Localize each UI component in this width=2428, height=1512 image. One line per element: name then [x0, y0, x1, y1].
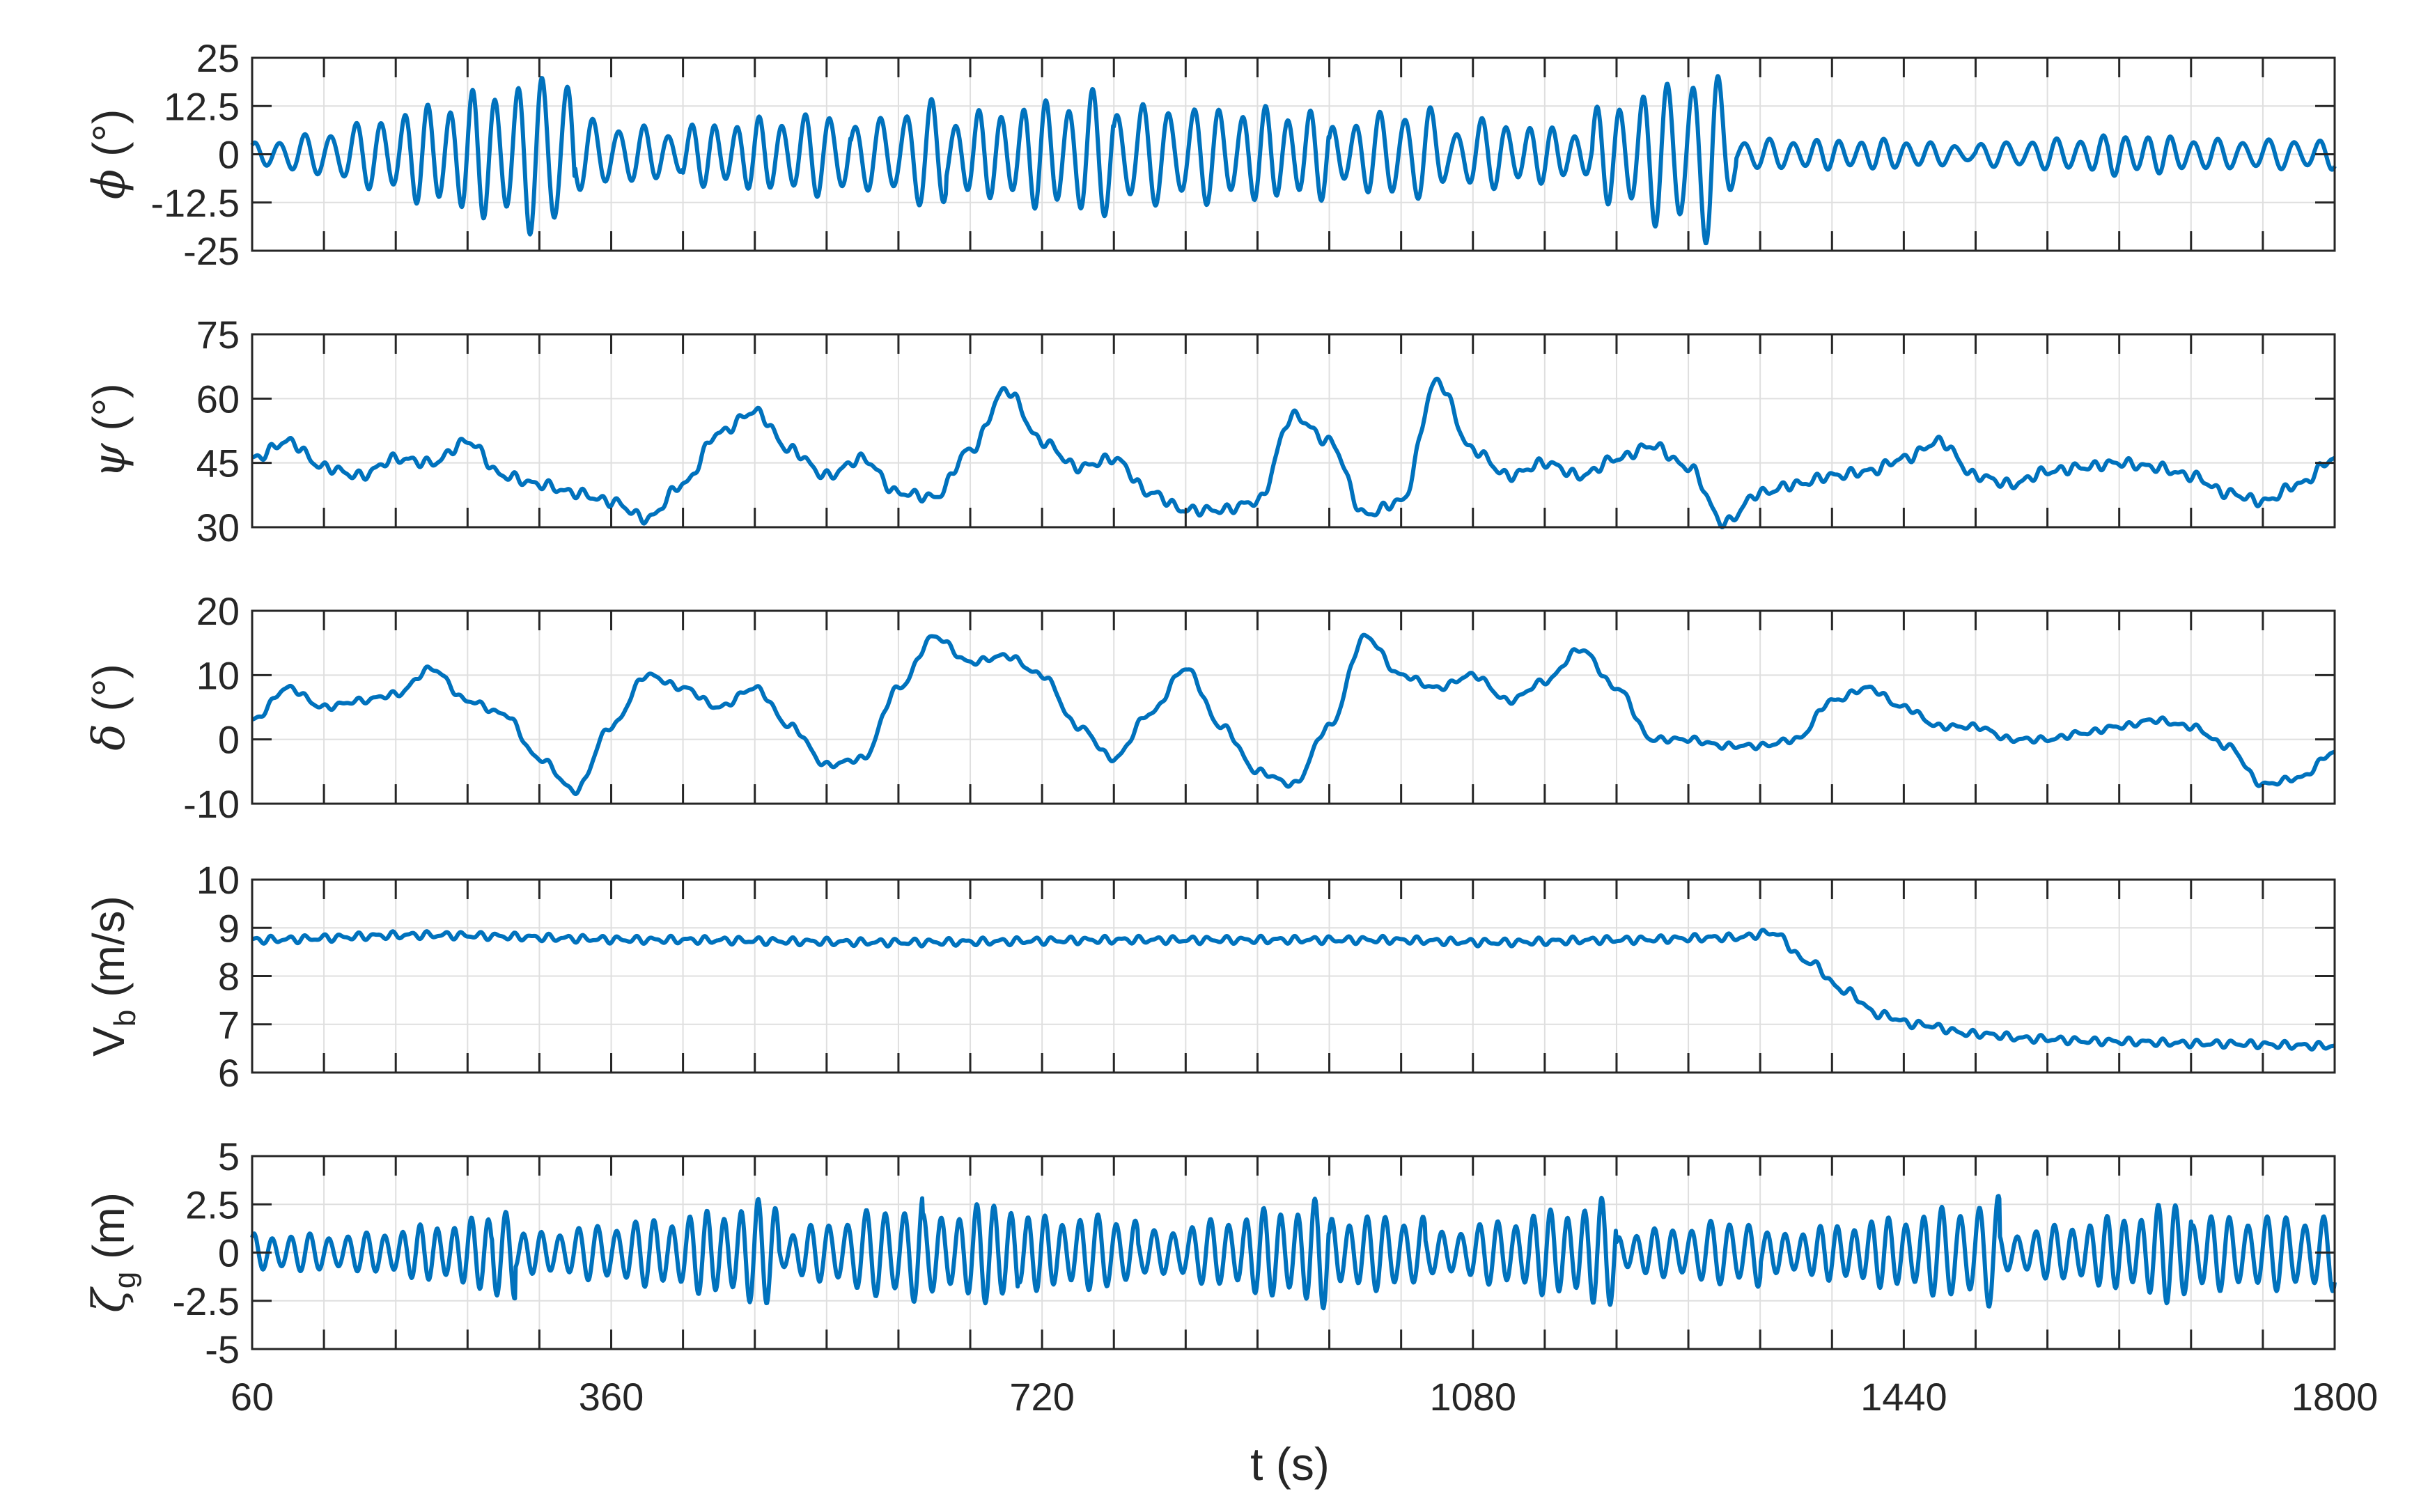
y-tick-label: 10: [196, 653, 240, 697]
series-line-delta: [251, 632, 2336, 796]
series-line-vb: [251, 928, 2336, 1052]
y-tick-label: 75: [196, 313, 240, 357]
panel-phi: -25-12.50 12.525 ϕ (°): [84, 36, 2337, 273]
y-tick-label: 20: [196, 589, 240, 633]
y-tick-label: 8: [218, 955, 240, 999]
y-label-unit: (m): [84, 1192, 134, 1272]
panel-delta: -10 0 10 20 δ (°): [84, 589, 2336, 826]
y-label-symbol: V: [84, 1027, 134, 1057]
y-tick-label: 30: [196, 506, 240, 550]
y-axis-label-psi: ψ (°): [84, 383, 135, 478]
x-ticks-zeta: [251, 1156, 2336, 1349]
y-label-symbol: ψ: [84, 443, 135, 478]
y-label-unit: (°): [84, 383, 134, 443]
plot-area-psi: [252, 334, 2335, 527]
y-axis-label-zeta: ζg (m): [84, 1192, 142, 1313]
y-tick-label: -2.5: [173, 1279, 240, 1323]
y-tick-label: 60: [196, 377, 240, 421]
x-tick-label: 1080: [1429, 1375, 1516, 1419]
x-tick-label: 360: [579, 1375, 644, 1419]
panel-vb: 678 910 Vb (m/s): [84, 858, 2336, 1095]
y-tick-label: 6: [218, 1051, 240, 1095]
y-tick-label: 10: [196, 858, 240, 902]
y-label-unit: (m/s): [84, 896, 134, 1010]
y-label-unit: (°): [84, 109, 134, 169]
x-tick-label: 720: [1009, 1375, 1074, 1419]
y-tick-label: 5: [218, 1135, 240, 1178]
x-ticks-phi: [251, 58, 2336, 251]
series-line-psi: [251, 376, 2336, 529]
x-ticks-vb: [251, 880, 2336, 1073]
y-label-symbol: ζ: [84, 1286, 135, 1313]
x-tick-label: 1440: [1860, 1375, 1947, 1419]
grid-vb: [252, 880, 2335, 1073]
x-ticks-psi: [251, 334, 2336, 527]
axes-frame-psi: [251, 333, 2336, 529]
y-tick-label: 12.5: [164, 84, 240, 128]
y-label-symbol: ϕ: [84, 169, 135, 200]
y-tick-label: -25: [183, 229, 240, 273]
x-tick-label: 60: [231, 1375, 274, 1419]
y-tick-label: 9: [218, 906, 240, 950]
grid-psi: [252, 334, 2335, 527]
x-axis-label: t (s): [1250, 1438, 1330, 1490]
y-tick-label: 7: [218, 1003, 240, 1047]
y-tick-label: -10: [183, 782, 240, 826]
y-tick-label: -5: [205, 1327, 240, 1371]
y-tick-label: 0: [218, 133, 240, 177]
panel-zeta: -5-2.50 2.5 5 ζg (m): [84, 1135, 2337, 1371]
y-label-unit: (°): [84, 664, 134, 724]
y-axis-label-delta: δ (°): [84, 664, 135, 751]
x-tick-label: 1800: [2291, 1375, 2379, 1419]
y-tick-label: 25: [196, 36, 240, 80]
y-tick-label: 0: [218, 718, 240, 762]
series-line-zeta: [250, 1194, 2337, 1311]
x-tick-labels: 60 360 720 1080 1440 1800: [231, 1375, 2378, 1419]
x-ticks-delta: [251, 611, 2336, 804]
y-tick-label: -12.5: [150, 181, 240, 225]
panel-psi: 30 45 60 75 ψ (°): [84, 313, 2336, 550]
y-axis-label-phi: ϕ (°): [84, 109, 135, 200]
y-tick-label: 0: [218, 1231, 240, 1275]
y-tick-label: 45: [196, 442, 240, 485]
y-label-symbol: δ: [84, 724, 135, 751]
y-axis-label-vb: Vb (m/s): [84, 896, 142, 1057]
y-label-subscript: g: [108, 1272, 142, 1288]
axes-frame-delta: [251, 609, 2336, 805]
plot-area-delta: [252, 611, 2335, 804]
y-label-subscript: b: [108, 1010, 142, 1027]
y-tick-label: 2.5: [185, 1183, 240, 1226]
series-line-phi: [250, 74, 2337, 246]
